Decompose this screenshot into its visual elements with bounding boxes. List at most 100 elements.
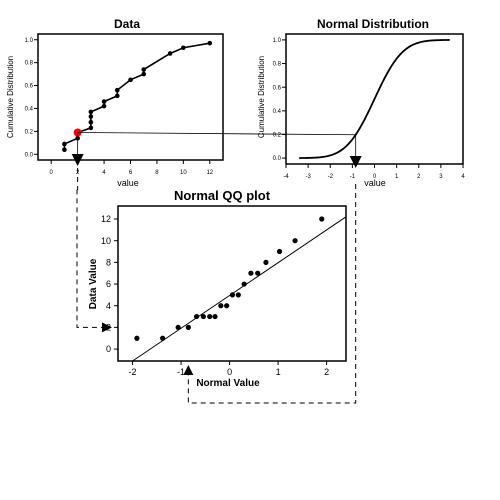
qq-point: [207, 313, 213, 320]
normal-cdf-curve: [299, 39, 450, 159]
data-point: [62, 141, 67, 147]
data-ecdf-points: [62, 40, 213, 152]
data-point: [181, 45, 186, 51]
qq-panel-title: Normal QQ plot: [174, 188, 271, 203]
qq-panel: Normal QQ plot -2-1012024681012 Normal V…: [88, 188, 347, 389]
x-tick-label: 4: [102, 170, 106, 176]
y-tick-label: 0.0: [25, 152, 34, 158]
data-point: [128, 77, 133, 83]
qq-point: [160, 335, 166, 341]
data-panel: Data 0246810120.00.20.40.60.81.0 value C…: [6, 17, 224, 188]
x-tick-label: 0: [227, 367, 232, 377]
normal-panel: Normal Distribution -4 -3 -2 -1 0 1 2 3 4 0.0 0.2 0…: [257, 17, 465, 188]
x-tick-label: -1: [350, 174, 356, 180]
x-tick-label: 12: [206, 170, 213, 176]
y-tick-label: 0.0: [273, 156, 282, 162]
data-panel-ylabel: Cumulative Distribution: [6, 56, 15, 138]
qq-x-arrow: [183, 365, 194, 375]
x-tick-label: -3: [305, 174, 311, 180]
data-point: [207, 40, 213, 46]
x-tick-label: 0: [50, 170, 54, 176]
data-point: [88, 119, 94, 125]
normal-panel-title: Normal Distribution: [317, 17, 429, 31]
qq-point: [224, 303, 230, 309]
qq-point: [193, 313, 200, 320]
x-tick-label: 1: [395, 174, 399, 180]
x-tick-label: 2: [417, 174, 421, 180]
normal-to-qq-dashed-path: [187, 184, 357, 404]
y-tick-label: 0.6: [273, 85, 282, 91]
y-tick-label: 0.8: [273, 62, 282, 68]
y-tick-label: 0.2: [273, 133, 282, 139]
qq-point: [263, 259, 269, 265]
x-tick-label: 3: [439, 174, 443, 180]
data-point: [62, 147, 67, 152]
data-point: [101, 99, 107, 104]
qq-point: [212, 313, 218, 320]
x-tick-label: -2: [129, 367, 137, 377]
x-tick-label: 4: [461, 174, 465, 180]
data-point: [101, 103, 107, 109]
data-point: [114, 93, 120, 99]
qq-panel-ylabel: Data Value: [88, 258, 99, 309]
x-tick-label: -4: [283, 174, 289, 180]
normal-panel-ylabel: Cumulative Distribution: [257, 56, 266, 138]
x-tick-label: 1: [276, 367, 281, 377]
x-tick-label: -1: [177, 367, 185, 377]
qq-point: [292, 238, 298, 244]
qq-panel-frame: [117, 205, 347, 362]
qq-point: [248, 270, 254, 276]
y-tick-label: 0.4: [25, 107, 34, 113]
y-tick-label: 10: [101, 236, 111, 246]
x-tick-label: -2: [328, 174, 334, 180]
data-point: [141, 71, 147, 77]
qq-point: [229, 292, 236, 298]
y-tick-label: 1.0: [25, 38, 34, 44]
data-panel-xlabel: value: [117, 178, 139, 188]
qq-point: [185, 324, 191, 330]
qq-point: [255, 270, 261, 276]
qq-point: [200, 313, 206, 320]
data-point: [88, 125, 94, 131]
data-panel-axes: 0246810120.00.20.40.60.81.0: [25, 38, 214, 176]
quantile-link-line: [77, 132, 356, 136]
x-tick-label: 2: [324, 367, 329, 377]
qq-reference-line: [132, 216, 347, 362]
qq-y-arrow: [102, 322, 112, 333]
x-tick-label: 0: [373, 174, 377, 180]
data-point: [141, 67, 147, 72]
x-tick-label: 6: [129, 170, 133, 176]
normal-down-arrow: [349, 156, 362, 168]
qq-panel-xlabel: Normal Value: [196, 378, 260, 389]
qq-point: [134, 335, 140, 341]
qq-point: [218, 303, 224, 309]
y-tick-label: 4: [106, 301, 111, 311]
qq-point: [241, 281, 247, 287]
y-tick-label: 12: [101, 214, 111, 224]
data-point: [114, 87, 120, 93]
connector-arrows: [71, 132, 362, 404]
y-tick-label: 0: [106, 344, 111, 354]
qq-points: [134, 216, 325, 341]
qq-point: [276, 248, 283, 255]
data-point: [88, 109, 94, 115]
y-tick-label: 0.2: [25, 129, 34, 135]
x-tick-label: 10: [180, 170, 187, 176]
normal-panel-xlabel: value: [364, 178, 386, 188]
y-tick-label: 0.6: [25, 84, 34, 90]
data-panel-frame: [37, 33, 224, 161]
data-point: [88, 114, 94, 119]
y-tick-label: 6: [106, 279, 111, 289]
qq-point: [175, 324, 181, 330]
qq-panel-axes: -2-1012024681012: [101, 214, 329, 377]
data-panel-title: Data: [114, 17, 140, 31]
y-tick-label: 0.4: [273, 109, 282, 115]
y-tick-label: 0.8: [25, 61, 34, 67]
y-tick-label: 1.0: [273, 38, 282, 44]
y-tick-label: 8: [106, 258, 111, 268]
x-tick-label: 8: [155, 170, 159, 176]
qq-point: [235, 292, 241, 298]
data-down-arrow: [71, 154, 84, 166]
qq-point: [319, 216, 325, 222]
